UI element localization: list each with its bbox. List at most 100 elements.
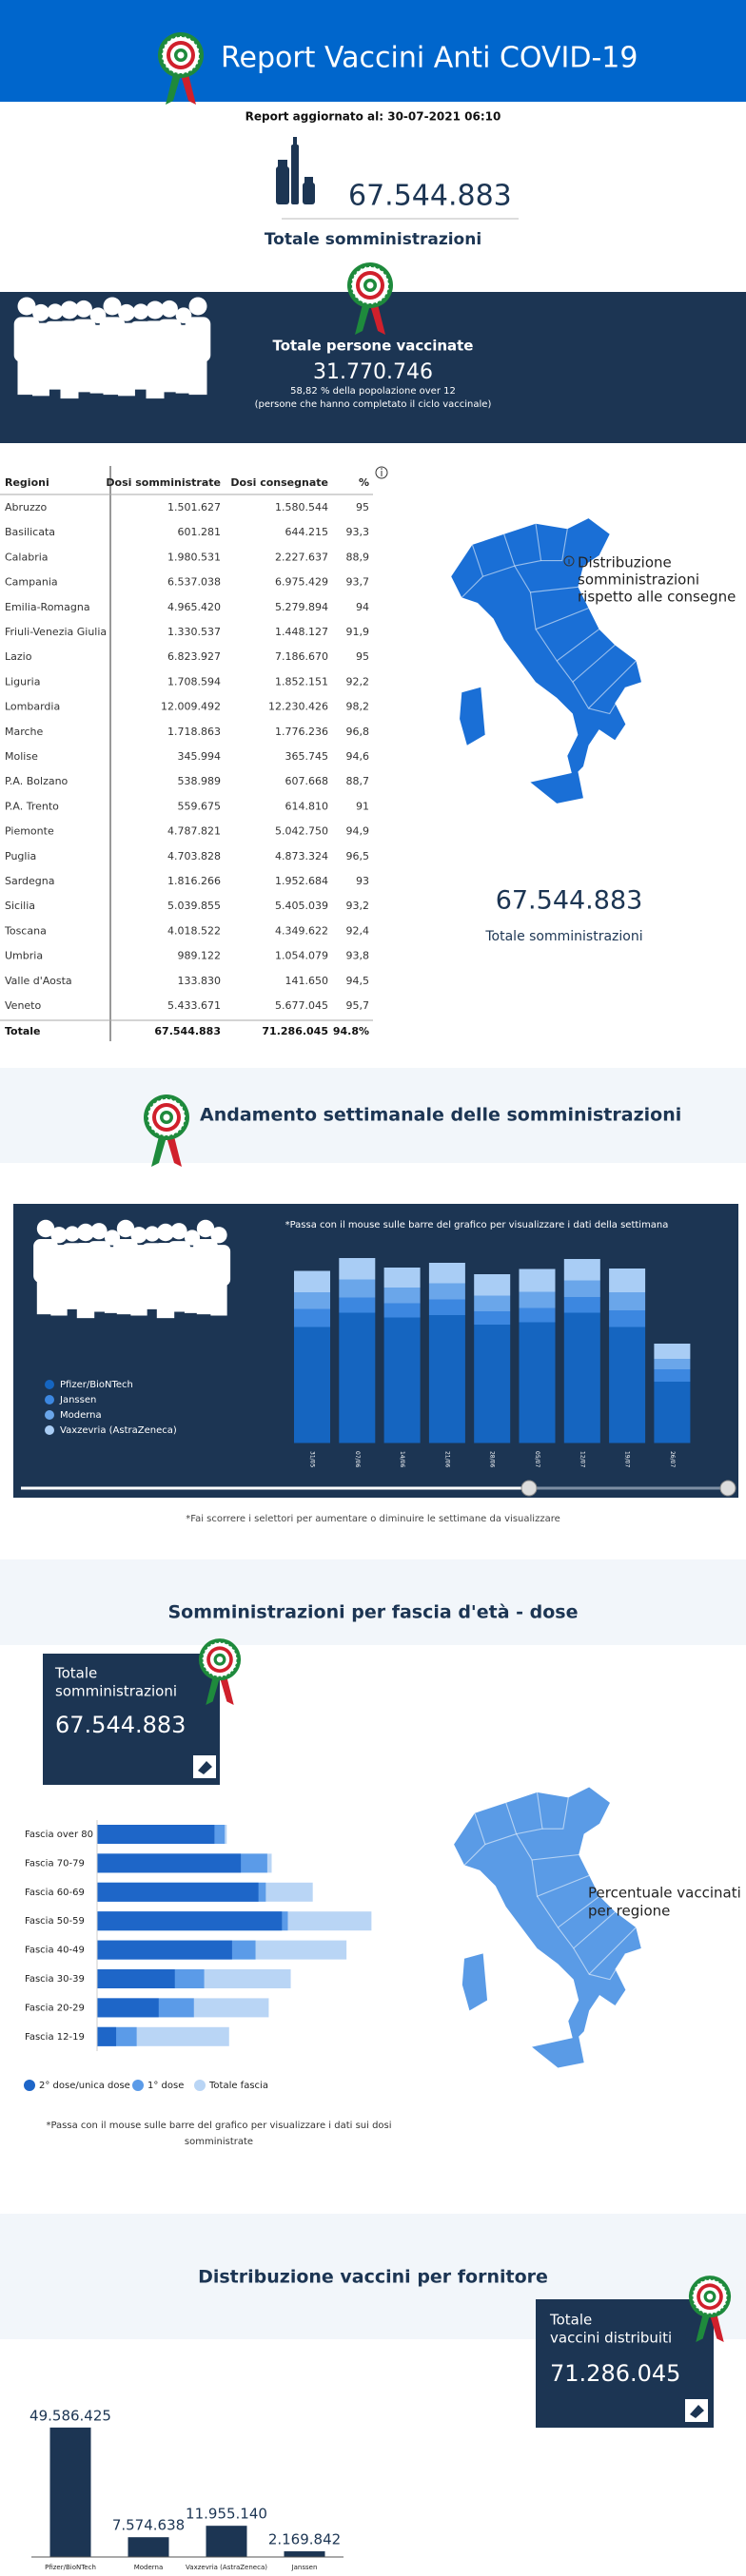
section-title: Distribuzione vaccini per fornitore bbox=[198, 2267, 548, 2288]
map-total-label: Totale somministrazioni bbox=[484, 929, 642, 944]
table-cell: 91 bbox=[356, 800, 369, 812]
italy-map[interactable] bbox=[453, 1786, 642, 2069]
table-cell: Valle d'Aosta bbox=[5, 975, 72, 987]
table-cell: 644.215 bbox=[285, 526, 329, 538]
table-total: 94.8% bbox=[333, 1025, 369, 1037]
person-head bbox=[36, 1219, 55, 1238]
table-cell: Puglia bbox=[5, 850, 36, 862]
bar[interactable] bbox=[294, 1270, 330, 1293]
person-head bbox=[50, 1227, 68, 1244]
table-total: Totale bbox=[5, 1025, 41, 1037]
bar[interactable] bbox=[563, 1297, 600, 1313]
bar[interactable] bbox=[49, 2427, 91, 2557]
table-cell: Umbria bbox=[5, 950, 43, 962]
bar[interactable] bbox=[563, 1259, 600, 1281]
bar[interactable] bbox=[519, 1307, 556, 1323]
bar[interactable] bbox=[97, 2026, 117, 2046]
bar[interactable] bbox=[563, 1280, 600, 1298]
bar[interactable] bbox=[474, 1325, 511, 1443]
reset-button[interactable] bbox=[685, 2399, 708, 2422]
person-legs bbox=[36, 1281, 55, 1315]
bar[interactable] bbox=[339, 1297, 376, 1313]
reset-button[interactable] bbox=[193, 1755, 216, 1778]
person-head bbox=[146, 300, 165, 320]
bar[interactable] bbox=[609, 1327, 646, 1444]
bar[interactable] bbox=[339, 1258, 376, 1280]
table-header: % bbox=[359, 476, 369, 489]
table-cell: 2.227.637 bbox=[275, 551, 328, 563]
bar[interactable] bbox=[383, 1317, 421, 1444]
section-title: Andamento settimanale delle somministraz… bbox=[200, 1105, 681, 1126]
bar[interactable] bbox=[609, 1269, 646, 1292]
bar[interactable] bbox=[128, 2537, 169, 2557]
table-cell: 88,9 bbox=[346, 551, 370, 563]
table-cell: 5.677.045 bbox=[275, 999, 328, 1012]
table-cell: 607.668 bbox=[285, 775, 329, 787]
person-head bbox=[75, 300, 92, 318]
person-head bbox=[118, 303, 135, 321]
bar[interactable] bbox=[654, 1382, 691, 1443]
bar[interactable] bbox=[609, 1292, 646, 1310]
chart-note: *Passa con il mouse sulle barre del graf… bbox=[46, 2121, 391, 2131]
table-cell: 4.873.324 bbox=[275, 850, 328, 862]
bar[interactable] bbox=[428, 1283, 465, 1300]
range-handle[interactable] bbox=[719, 1480, 736, 1497]
bar[interactable] bbox=[294, 1308, 330, 1327]
total-box bbox=[43, 1654, 220, 1785]
bar[interactable] bbox=[294, 1327, 330, 1444]
bar[interactable] bbox=[383, 1303, 421, 1318]
bar[interactable] bbox=[474, 1311, 511, 1325]
bar[interactable] bbox=[97, 1853, 242, 1873]
info-icon[interactable] bbox=[375, 466, 388, 479]
bar[interactable] bbox=[97, 1825, 215, 1844]
table-cell: Marche bbox=[5, 726, 44, 738]
bar[interactable] bbox=[563, 1312, 600, 1444]
table-cell: Campania bbox=[5, 576, 58, 589]
bar[interactable] bbox=[97, 1882, 259, 1902]
legend-label: Janssen bbox=[59, 1395, 96, 1405]
bar[interactable] bbox=[519, 1322, 556, 1444]
bar[interactable] bbox=[97, 1969, 175, 1988]
table-cell: 4.018.522 bbox=[167, 924, 221, 937]
bar[interactable] bbox=[428, 1299, 465, 1316]
person-legs bbox=[118, 363, 135, 397]
person-head bbox=[144, 1226, 161, 1242]
table-cell: 4.965.420 bbox=[167, 601, 221, 613]
table-cell: 94 bbox=[356, 601, 369, 613]
bar[interactable] bbox=[97, 1911, 283, 1931]
bar[interactable] bbox=[383, 1268, 421, 1288]
box-label: Totale bbox=[54, 1665, 97, 1682]
table-cell: Emilia-Romagna bbox=[5, 601, 90, 613]
bar[interactable] bbox=[474, 1274, 511, 1296]
bar[interactable] bbox=[519, 1291, 556, 1308]
table-cell: 601.281 bbox=[178, 526, 222, 538]
bar[interactable] bbox=[519, 1269, 556, 1292]
person-legs bbox=[170, 1280, 187, 1312]
bar[interactable] bbox=[294, 1292, 330, 1309]
bar[interactable] bbox=[97, 1998, 159, 2018]
bar[interactable] bbox=[339, 1279, 376, 1298]
x-tick-label: 21/06 bbox=[443, 1451, 450, 1467]
x-tick-label: 07/06 bbox=[354, 1451, 361, 1467]
bar[interactable] bbox=[654, 1369, 691, 1382]
bar[interactable] bbox=[654, 1344, 691, 1359]
bar[interactable] bbox=[609, 1310, 646, 1327]
x-tick-label: Vaxzevria (AstraZeneca) bbox=[186, 2564, 267, 2571]
bar[interactable] bbox=[97, 1940, 232, 1960]
person-head bbox=[116, 1219, 135, 1238]
bar[interactable] bbox=[654, 1359, 691, 1369]
bar[interactable] bbox=[339, 1312, 376, 1444]
table-cell: 6.823.927 bbox=[167, 650, 221, 663]
bar[interactable] bbox=[428, 1263, 465, 1284]
bar[interactable] bbox=[284, 2551, 325, 2557]
x-tick-label: 14/06 bbox=[399, 1451, 405, 1467]
people-illustration bbox=[33, 1219, 231, 1319]
range-handle[interactable] bbox=[520, 1480, 538, 1497]
bar[interactable] bbox=[383, 1288, 421, 1304]
table-cell: 614.810 bbox=[285, 800, 329, 812]
bar[interactable] bbox=[474, 1295, 511, 1312]
bar[interactable] bbox=[428, 1315, 465, 1443]
bar[interactable] bbox=[206, 2526, 247, 2557]
table-cell: 95 bbox=[356, 501, 369, 513]
person-body bbox=[185, 317, 211, 362]
